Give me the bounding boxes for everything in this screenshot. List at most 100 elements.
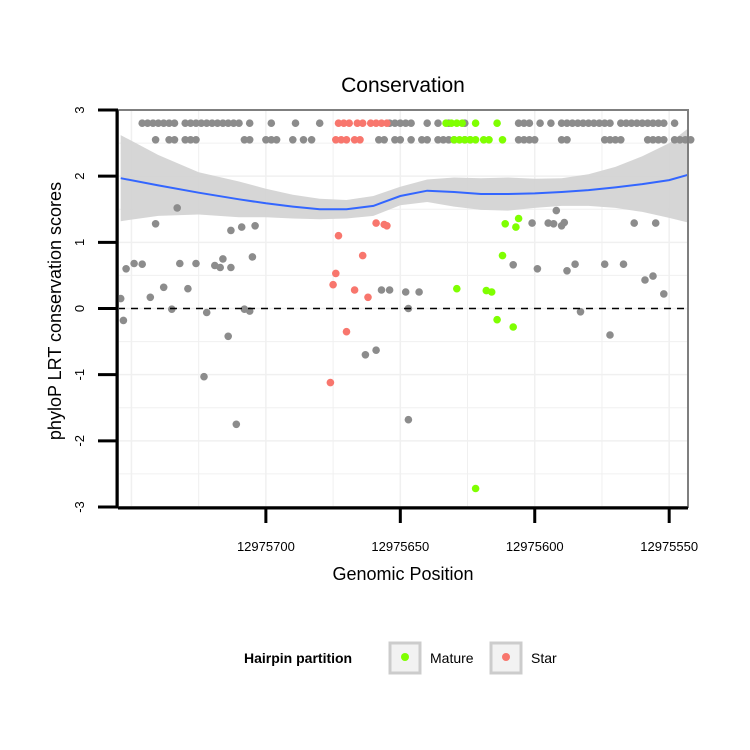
point-mature bbox=[466, 136, 475, 144]
point-star bbox=[372, 219, 380, 227]
point-other bbox=[434, 136, 442, 144]
point-other bbox=[192, 259, 200, 268]
point-other bbox=[170, 119, 179, 127]
point-other bbox=[584, 119, 593, 127]
point-other bbox=[651, 219, 660, 227]
point-other bbox=[224, 332, 232, 341]
point-other bbox=[528, 219, 536, 227]
point-other bbox=[307, 136, 316, 144]
point-other bbox=[291, 119, 300, 127]
point-star bbox=[366, 119, 375, 127]
point-other bbox=[184, 284, 192, 293]
point-other bbox=[560, 218, 569, 227]
point-star bbox=[364, 293, 372, 302]
point-mature bbox=[501, 220, 510, 228]
point-other bbox=[590, 119, 598, 127]
point-other bbox=[574, 119, 582, 127]
x-tick-label: 12975650 bbox=[371, 539, 429, 554]
point-other bbox=[568, 119, 577, 127]
point-other bbox=[676, 136, 684, 144]
point-other bbox=[219, 255, 227, 263]
point-other bbox=[232, 420, 241, 429]
point-mature bbox=[493, 315, 501, 324]
point-other bbox=[525, 136, 534, 144]
point-other bbox=[391, 119, 399, 127]
point-mature bbox=[485, 136, 493, 144]
point-other bbox=[423, 119, 432, 127]
point-star bbox=[342, 327, 351, 336]
point-other bbox=[606, 119, 614, 127]
point-other bbox=[227, 226, 235, 235]
point-other bbox=[630, 219, 638, 227]
point-mature bbox=[471, 484, 480, 493]
point-other bbox=[649, 272, 657, 280]
point-other bbox=[146, 293, 155, 302]
point-other bbox=[547, 119, 555, 127]
point-other bbox=[563, 119, 571, 127]
point-other bbox=[262, 136, 270, 144]
point-other bbox=[227, 263, 235, 272]
point-other bbox=[670, 136, 679, 144]
point-star bbox=[334, 231, 343, 240]
point-other bbox=[557, 119, 566, 127]
point-other bbox=[299, 136, 308, 144]
point-other bbox=[649, 119, 657, 127]
point-star bbox=[342, 136, 351, 144]
point-other bbox=[401, 288, 410, 296]
point-other bbox=[245, 119, 254, 127]
point-mature bbox=[479, 136, 488, 144]
point-other bbox=[229, 119, 238, 127]
point-star bbox=[358, 251, 367, 260]
point-mature bbox=[514, 214, 523, 223]
point-other bbox=[122, 265, 130, 273]
point-other bbox=[418, 136, 426, 144]
point-star bbox=[350, 136, 359, 144]
y-tick-label: -2 bbox=[72, 435, 87, 447]
point-star bbox=[334, 119, 343, 127]
point-other bbox=[192, 119, 200, 127]
point-other bbox=[660, 290, 668, 298]
x-tick-label: 12975600 bbox=[506, 539, 564, 554]
point-other bbox=[240, 136, 249, 144]
point-star bbox=[356, 136, 364, 144]
smooth-curve bbox=[120, 173, 689, 211]
confidence-ribbon bbox=[120, 128, 688, 223]
point-other bbox=[617, 136, 625, 144]
y-axis: -3 -2 -1 0 1 2 3 bbox=[72, 106, 119, 513]
point-other bbox=[151, 220, 160, 228]
point-other bbox=[159, 119, 168, 127]
point-other bbox=[606, 331, 614, 339]
point-other bbox=[563, 136, 571, 144]
point-other bbox=[600, 136, 609, 144]
point-other bbox=[641, 276, 649, 284]
point-other bbox=[385, 286, 394, 294]
point-other bbox=[186, 119, 195, 127]
y-tick-label: 0 bbox=[72, 305, 87, 312]
point-other bbox=[267, 119, 276, 127]
point-star bbox=[377, 119, 386, 127]
point-other bbox=[576, 308, 585, 316]
point-other bbox=[579, 119, 587, 127]
point-other bbox=[617, 119, 625, 127]
point-other bbox=[377, 286, 386, 294]
point-other bbox=[165, 119, 173, 127]
y-tick-label: 2 bbox=[72, 173, 87, 180]
point-other bbox=[563, 267, 571, 275]
point-other bbox=[192, 136, 200, 144]
y-tick-label: 3 bbox=[72, 106, 87, 113]
point-other bbox=[600, 260, 609, 269]
point-other bbox=[670, 119, 679, 127]
y-axis-label: phyloP LRT conservation scores bbox=[45, 182, 65, 440]
point-other bbox=[643, 136, 652, 144]
point-mature bbox=[450, 136, 458, 144]
point-mature bbox=[498, 136, 507, 144]
point-other bbox=[170, 136, 179, 144]
y-tick-label: -3 bbox=[72, 501, 87, 513]
point-other bbox=[130, 259, 138, 268]
legend-title: Hairpin partition bbox=[244, 650, 352, 666]
point-other bbox=[200, 372, 208, 381]
point-other bbox=[149, 119, 157, 127]
point-other bbox=[520, 119, 528, 127]
point-other bbox=[202, 308, 211, 317]
point-other bbox=[186, 136, 195, 144]
